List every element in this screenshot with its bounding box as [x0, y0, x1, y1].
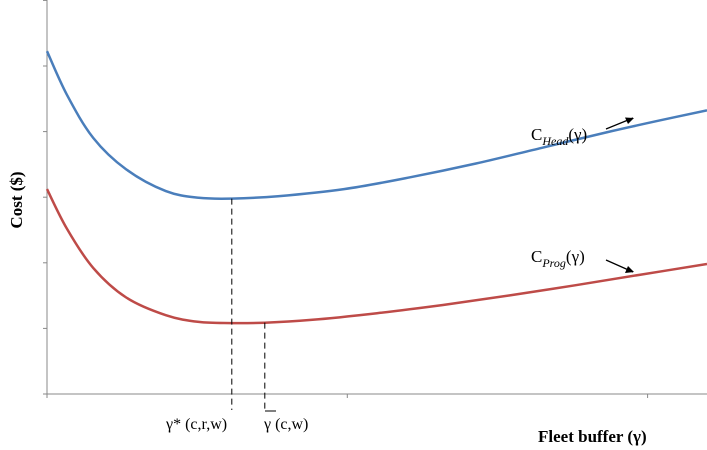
marker-label-gamma-star: γ* (c,r,w): [165, 416, 227, 433]
series-label-prog-sub: Prog: [541, 256, 566, 270]
series-label-prog-main: C: [531, 247, 542, 266]
arrow-head-label-tip: [625, 117, 634, 124]
y-axis-title: Cost ($): [7, 171, 26, 228]
x-axis-ticks: [46, 394, 649, 398]
series-label-prog: CProg(γ): [531, 247, 585, 270]
series-line-prog: [45, 188, 707, 325]
marker-label-gamma-bar: γ (c,w): [263, 416, 308, 433]
arrow-prog-label-tip: [625, 266, 634, 273]
x-axis-title-close: ): [641, 427, 647, 446]
series-label-head-arg: (γ): [568, 125, 587, 144]
x-axis-title: Fleet buffer (γ): [538, 427, 647, 446]
y-axis-ticks: [43, 0, 47, 395]
x-axis-title-text: Fleet buffer (: [538, 427, 633, 446]
series-line-head: [45, 50, 707, 201]
series-label-head: CHead(γ): [531, 125, 587, 148]
series-label-head-sub: Head: [541, 134, 569, 148]
x-axis-title-symbol: γ: [632, 427, 641, 446]
series-label-prog-arg: (γ): [566, 247, 585, 266]
series-label-head-main: C: [531, 125, 542, 144]
